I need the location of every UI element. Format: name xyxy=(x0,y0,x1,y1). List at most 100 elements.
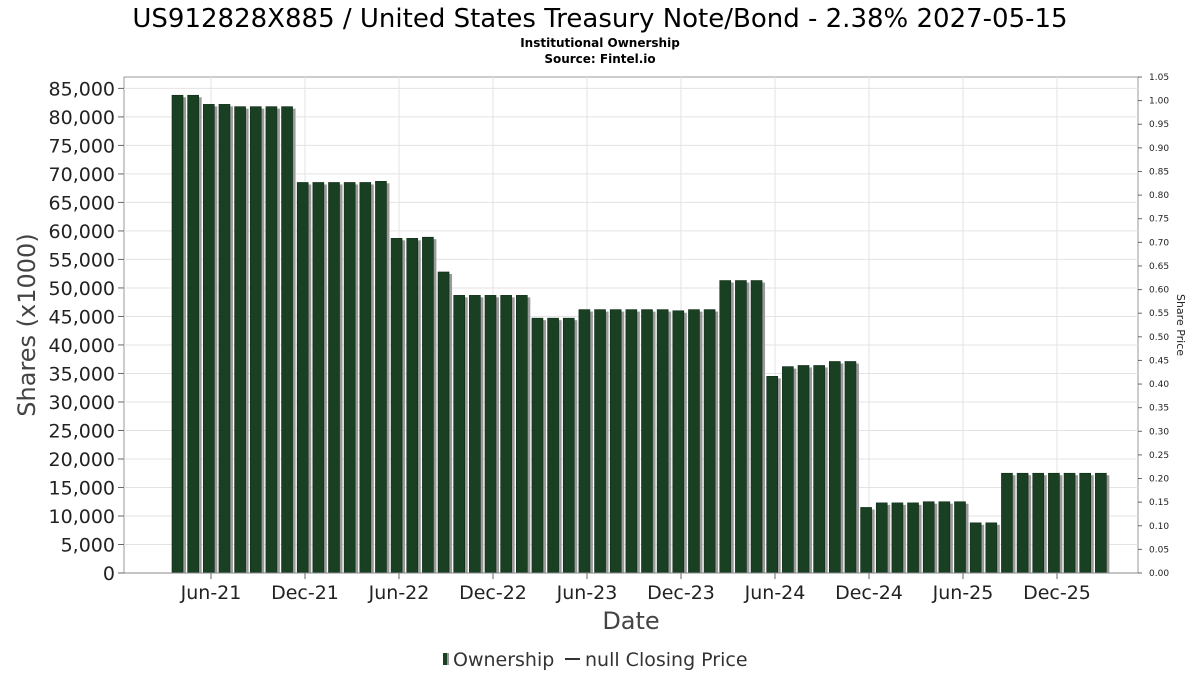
legend-ownership-swatch-shadow xyxy=(447,653,449,665)
bar-ownership xyxy=(1095,472,1107,574)
bar-ownership xyxy=(703,309,716,574)
bar-series-ownership xyxy=(171,94,1110,574)
y-tick-label: 85,000 xyxy=(49,78,115,100)
x-tick-label: Dec-23 xyxy=(647,582,715,604)
y-tick-label: 20,000 xyxy=(49,449,115,471)
y-right-tick-label: 0.45 xyxy=(1149,356,1169,366)
bar-ownership xyxy=(828,361,841,574)
y-tick-label: 15,000 xyxy=(49,477,115,499)
bar-ownership xyxy=(406,238,419,574)
bar-ownership xyxy=(1016,472,1029,574)
x-axis: Jun-21 Dec-21 Jun-22 Dec-22 Jun-23 Dec-23 Jun-… xyxy=(124,572,1138,604)
y-tick-label: 80,000 xyxy=(49,107,115,129)
y-right-tick-label: 0.65 xyxy=(1149,262,1169,272)
y-axis-right: 0.00 0.05 0.10 0.15 0.20 0.25 0.30 0.35 0.40 0.45… xyxy=(1138,73,1169,579)
y-tick-label: 45,000 xyxy=(49,306,115,328)
y-tick-label: 60,000 xyxy=(49,221,115,243)
y-right-tick-label: 0.60 xyxy=(1149,286,1169,296)
y-right-tick-label: 0.30 xyxy=(1149,427,1169,437)
bar-ownership xyxy=(813,365,825,574)
bar-ownership xyxy=(688,309,700,574)
bar-ownership xyxy=(766,376,779,574)
chart-source: Source: Fintel.io xyxy=(544,52,655,66)
y-tick-label: 40,000 xyxy=(49,335,115,357)
y-tick-label: 10,000 xyxy=(49,506,115,528)
y-right-tick-label: 0.70 xyxy=(1149,238,1169,248)
bar-ownership xyxy=(938,501,951,574)
y-axis-label: Shares (x1000) xyxy=(13,233,41,416)
y-tick-label: 50,000 xyxy=(49,278,115,300)
bar-ownership xyxy=(296,182,309,574)
bar-ownership xyxy=(328,182,340,574)
y-tick-label: 35,000 xyxy=(49,363,115,385)
bar-ownership xyxy=(860,507,872,574)
y-right-tick-label: 0.85 xyxy=(1149,167,1169,177)
y-axis-right-label: Share Price xyxy=(1174,294,1187,356)
chart-title: US912828X885 / United States Treasury No… xyxy=(132,4,1067,34)
y-tick-label: 25,000 xyxy=(49,420,115,442)
y-tick-label: 75,000 xyxy=(49,135,115,157)
bar-ownership xyxy=(1063,472,1076,574)
bar-ownership xyxy=(500,295,512,574)
bar-ownership xyxy=(875,502,888,574)
bar-ownership xyxy=(453,295,466,574)
bar-ownership xyxy=(1001,472,1013,574)
y-right-tick-label: 1.00 xyxy=(1149,97,1169,107)
bar-ownership xyxy=(171,94,184,574)
y-right-tick-label: 0.75 xyxy=(1149,215,1169,225)
y-tick-label: 5,000 xyxy=(61,534,115,556)
y-right-tick-label: 0.40 xyxy=(1149,380,1169,390)
bar-ownership xyxy=(187,94,199,574)
legend-ownership-label: Ownership xyxy=(453,649,554,671)
y-right-tick-label: 0.50 xyxy=(1149,333,1169,343)
x-tick-label: Dec-24 xyxy=(835,582,903,604)
bar-ownership xyxy=(782,366,794,574)
x-tick-label: Jun-21 xyxy=(180,582,242,604)
legend-ownership-swatch xyxy=(443,653,447,665)
y-tick-label: 55,000 xyxy=(49,249,115,271)
bar-ownership xyxy=(375,181,387,574)
x-tick-label: Jun-22 xyxy=(368,582,430,604)
y-right-tick-label: 0.95 xyxy=(1149,120,1169,130)
y-tick-label: 70,000 xyxy=(49,164,115,186)
bar-ownership xyxy=(203,104,215,574)
bar-ownership xyxy=(249,106,262,574)
bar-ownership xyxy=(359,182,372,574)
bar-ownership xyxy=(422,236,434,574)
bar-ownership xyxy=(343,182,356,574)
bar-ownership xyxy=(641,309,653,574)
bar-ownership xyxy=(797,365,810,574)
legend-price-label: null Closing Price xyxy=(585,649,748,671)
bar-ownership xyxy=(656,309,669,574)
bar-ownership xyxy=(907,502,919,574)
bar-ownership xyxy=(265,106,278,574)
bar-ownership xyxy=(625,309,638,574)
y-right-tick-label: 0.10 xyxy=(1149,522,1169,532)
legend: Ownership null Closing Price xyxy=(443,649,748,671)
bar-ownership xyxy=(594,309,606,574)
bar-ownership xyxy=(985,522,998,574)
bar-ownership xyxy=(515,295,528,574)
bar-ownership xyxy=(218,104,231,574)
bar-ownership xyxy=(609,309,622,574)
bar-ownership xyxy=(437,271,450,574)
bar-ownership xyxy=(578,309,591,574)
y-right-tick-label: 0.00 xyxy=(1149,569,1169,579)
bar-ownership xyxy=(547,317,559,574)
y-right-tick-label: 0.90 xyxy=(1149,144,1169,154)
y-tick-label: 30,000 xyxy=(49,392,115,414)
bar-ownership xyxy=(844,361,857,574)
bar-ownership xyxy=(1048,472,1060,574)
x-axis-label: Date xyxy=(602,607,659,635)
bar-ownership xyxy=(672,310,685,574)
bar-ownership xyxy=(735,280,747,574)
x-tick-label: Dec-25 xyxy=(1023,582,1091,604)
bar-ownership xyxy=(281,106,293,574)
y-right-tick-label: 0.05 xyxy=(1149,545,1169,555)
y-tick-label: 0 xyxy=(103,563,115,585)
y-right-tick-label: 0.80 xyxy=(1149,191,1169,201)
y-axis-left: 0 5,000 10,000 15,000 20,000 25,000 30,000 35,0… xyxy=(49,78,124,585)
bar-ownership xyxy=(390,238,403,574)
y-right-tick-label: 0.25 xyxy=(1149,451,1169,461)
